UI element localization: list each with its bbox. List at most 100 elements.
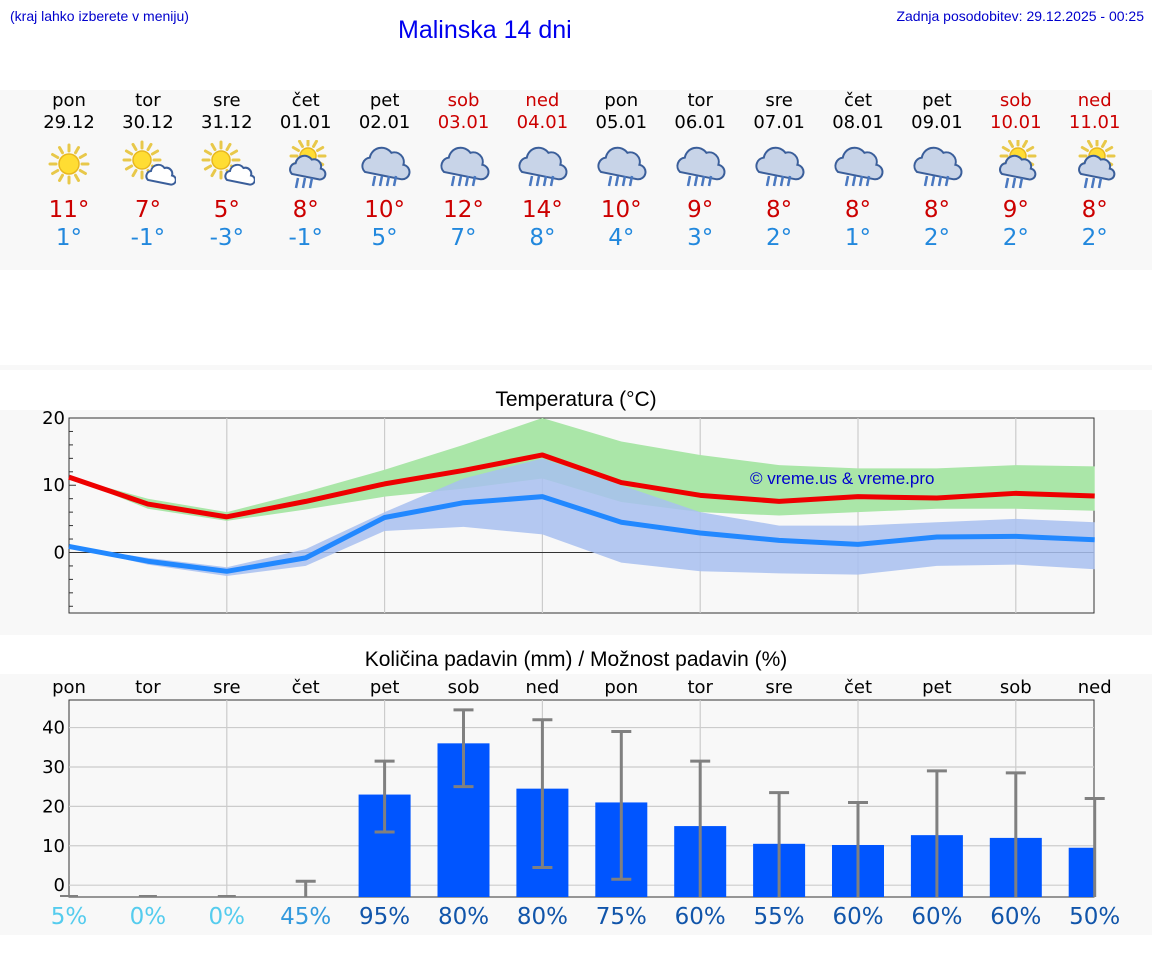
precip-chance: 80% [516,904,568,930]
y-tick-label: 30 [42,757,65,778]
min-temp: 4° [608,225,635,251]
watermark: © vreme.us & vreme.pro [750,469,934,488]
cloud-rain-icon [834,146,884,187]
day-name: sob [999,90,1032,111]
day-name: čet [291,90,320,111]
precip-chance: 60% [832,904,884,930]
max-temp: 8° [766,197,793,223]
category-label: sre [213,677,240,698]
max-temp: 9° [1002,197,1029,223]
max-temp: 9° [687,197,714,223]
category-label: pon [604,677,638,698]
day-column: sob 10.01 9° 2° [976,90,1056,252]
day-date: 11.01 [1068,112,1121,133]
day-column: pet 09.01 8° 2° [897,90,977,252]
day-name: pon [604,90,639,111]
precipitation-chart: pon tor sre čet pet sob ned pon tor sre čet pet sob n… [42,677,1112,898]
cloud-rain-icon [439,146,489,187]
category-label: pon [52,677,86,698]
y-tick-label: 10 [42,475,65,496]
y-tick-label: 0 [54,875,65,896]
max-temp: 8° [923,197,950,223]
max-temp: 5° [213,197,240,223]
day-date: 30.12 [122,112,174,133]
max-temp-line [68,452,1095,520]
y-tick-label: 20 [42,796,65,817]
day-column: pet 02.01 10° 5° [345,90,425,252]
sun-cloud-rain-icon [1077,140,1116,189]
y-tick-label: 0 [54,542,65,563]
day-date: 08.01 [832,112,884,133]
min-temp: 2° [766,225,793,251]
day-column: ned 04.01 14° 8° [502,90,582,252]
precip-chance: 95% [359,904,411,930]
day-column: sob 03.01 12° 7° [424,90,504,252]
day-date: 01.01 [279,112,332,133]
precip-chance: 60% [990,904,1042,930]
sun-cloud-rain-icon [998,140,1037,189]
y-tick-label: 40 [42,718,65,739]
max-temp: 10° [364,197,405,223]
day-date: 02.01 [358,112,411,133]
precip-chance: 60% [674,904,726,930]
max-temp: 8° [1081,197,1108,223]
category-label: tor [687,677,713,698]
precipitation-chart-title: Količina padavin (mm) / Možnost padavin … [364,648,788,671]
sun-cloud-rain-icon [288,140,327,189]
day-name: pet [369,90,400,111]
precip-chance: 55% [753,904,805,930]
y-tick-label: 10 [42,836,65,857]
precip-chance: 75% [595,904,647,930]
category-label: pet [922,677,952,698]
sun-cloud-icon [122,140,176,186]
precip-chance: 50% [1069,904,1121,930]
separator [0,365,1152,370]
day-column: sre 07.01 8° 2° [739,90,819,252]
category-label: pet [370,677,400,698]
precip-chance: 0% [208,904,246,930]
max-temp: 8° [292,197,319,223]
day-date: 10.01 [990,112,1042,133]
day-date: 06.01 [674,112,726,133]
category-label: sob [1000,677,1032,698]
temperature-chart: 20 10 0 © vreme.us & vreme.pro [42,410,1095,614]
day-name: pet [922,90,952,111]
min-temp: -1° [288,225,323,251]
min-temp: 2° [1081,225,1108,251]
day-column: sre 31.12 5° -3° [187,90,267,252]
day-column: čet 01.01 8° -1° [266,90,346,252]
category-label: ned [1078,677,1112,698]
max-temp: 14° [522,197,563,223]
cloud-rain-icon [676,146,726,187]
day-column: tor 30.12 7° -1° [108,90,188,252]
min-temp: 7° [450,225,477,251]
day-date: 05.01 [595,112,648,133]
precip-chance: 80% [437,904,490,930]
precip-chance: 0% [129,904,167,930]
precip-chance: 60% [911,904,963,930]
day-column: pon 05.01 10° 4° [581,90,661,252]
min-temp: 1° [55,225,83,251]
day-name: sob [447,90,480,111]
forecast-strip-bg [0,90,1152,270]
min-temp: 8° [529,225,556,251]
day-name: tor [687,90,713,111]
category-label: čet [844,677,872,698]
day-name: pon [52,90,86,111]
max-temp: 11° [48,197,90,223]
min-temp: 3° [687,225,714,251]
max-temp: 12° [443,197,484,223]
day-name: ned [525,90,560,111]
category-label: ned [525,677,559,698]
category-label: sre [765,677,792,698]
day-column: pon 29.12 11° 1° [29,90,109,252]
day-column: ned 11.01 8° 2° [1055,90,1135,252]
max-temp: 8° [844,197,872,223]
min-temp-line [68,494,1095,574]
min-temp: 2° [923,225,950,251]
location-menu-hint[interactable]: (kraj lahko izberete v meniju) [10,8,189,24]
y-tick-label: 20 [42,410,65,429]
cloud-rain-icon [518,146,568,187]
day-date: 04.01 [516,112,569,133]
category-label: tor [135,677,161,698]
